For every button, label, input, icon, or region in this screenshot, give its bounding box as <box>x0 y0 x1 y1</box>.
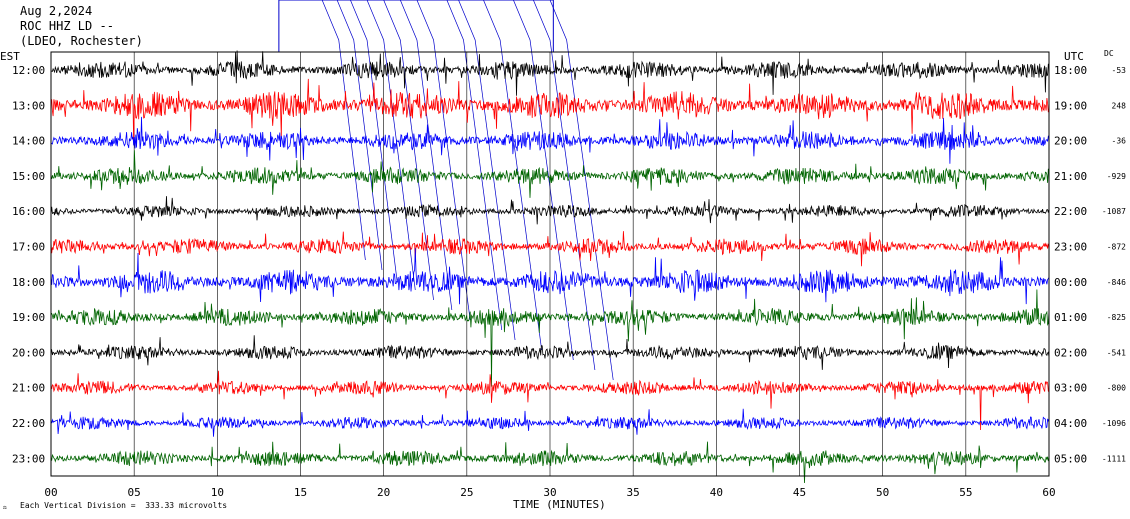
utc-label-23:00: 23:00 <box>1054 241 1087 254</box>
utc-label-18:00: 18:00 <box>1054 64 1087 77</box>
utc-label-19:00: 19:00 <box>1054 99 1087 112</box>
seismic-traces <box>50 50 1050 484</box>
event-line-1 <box>336 0 383 271</box>
dc-value-23:00: -1111 <box>1102 454 1126 463</box>
event-box <box>278 0 554 53</box>
dc-value-16:00: -1087 <box>1102 207 1126 216</box>
est-label-19:00: 19:00 <box>12 311 45 324</box>
trace-12:00 <box>50 50 1049 96</box>
event-line-12 <box>549 0 614 381</box>
est-label-23:00: 23:00 <box>12 452 45 465</box>
est-axis-label: EST <box>0 50 20 63</box>
event-line-6 <box>416 0 471 321</box>
dc-value-22:00: -1096 <box>1102 419 1126 428</box>
station-label: ROC HHZ LD -- <box>20 19 114 33</box>
utc-label-20:00: 20:00 <box>1054 135 1087 148</box>
dc-value-14:00: -36 <box>1112 137 1127 146</box>
trace-16:00 <box>50 196 1050 225</box>
est-label-13:00: 13:00 <box>12 99 45 112</box>
est-label-18:00: 18:00 <box>12 276 45 289</box>
network-label: (LDEO, Rochester) <box>20 34 143 48</box>
utc-label-02:00: 02:00 <box>1054 346 1087 359</box>
trace-14:00 <box>50 116 1050 164</box>
utc-label-21:00: 21:00 <box>1054 170 1087 183</box>
event-marker-lines <box>278 0 614 381</box>
x-tick-35: 35 <box>627 486 640 499</box>
x-tick-15: 15 <box>294 486 307 499</box>
est-label-15:00: 15:00 <box>12 170 45 183</box>
est-hour-labels: 12:00 13:00 14:00 15:00 16:00 17:00 18:00 19:00… <box>12 64 45 465</box>
x-tick-00: 00 <box>44 486 57 499</box>
date-label: Aug 2,2024 <box>20 4 93 18</box>
time-grid <box>50 52 1050 476</box>
utc-label-22:00: 22:00 <box>1054 205 1087 218</box>
x-tick-45: 45 <box>793 486 806 499</box>
dc-value-19:00: -825 <box>1107 313 1126 322</box>
trace-15:00 <box>51 150 1050 198</box>
trace-13:00 <box>50 78 1050 145</box>
x-tick-50: 50 <box>876 486 889 499</box>
dc-axis-label: DC <box>1104 49 1114 58</box>
event-line-2 <box>350 0 398 281</box>
dc-value-17:00: -872 <box>1107 243 1126 252</box>
event-line-5 <box>399 0 453 311</box>
dc-value-12:00: -53 <box>1112 66 1127 75</box>
utc-label-03:00: 03:00 <box>1054 382 1087 395</box>
x-tick-20: 20 <box>377 486 390 499</box>
scale-icon: ⚖ <box>3 504 7 511</box>
event-line-4 <box>383 0 434 301</box>
trace-21:00 <box>50 370 1050 431</box>
scale-footnote: Each Vertical Division = 333.33 microvol… <box>20 501 228 510</box>
est-label-17:00: 17:00 <box>12 241 45 254</box>
est-label-12:00: 12:00 <box>12 64 45 77</box>
trace-23:00 <box>50 441 1050 484</box>
event-line-10 <box>513 0 574 361</box>
utc-label-01:00: 01:00 <box>1054 311 1087 324</box>
dc-value-20:00: -541 <box>1107 348 1126 357</box>
est-label-21:00: 21:00 <box>12 382 45 395</box>
dc-value-13:00: 248 <box>1112 101 1127 110</box>
utc-axis-label: UTC <box>1064 50 1084 63</box>
est-label-14:00: 14:00 <box>12 135 45 148</box>
dc-offset-labels: -53 248 -36 -929 -1087 -872 -846 -825 -541 -800 -1… <box>1102 66 1126 463</box>
x-tick-25: 25 <box>460 486 473 499</box>
x-tick-60: 60 <box>1042 486 1055 499</box>
est-label-16:00: 16:00 <box>12 205 45 218</box>
x-tick-10: 10 <box>211 486 224 499</box>
x-tick-55: 55 <box>959 486 972 499</box>
event-line-7 <box>446 0 503 331</box>
utc-label-00:00: 00:00 <box>1054 276 1087 289</box>
trace-18:00 <box>50 248 1050 305</box>
plot-frame <box>50 51 1050 477</box>
x-axis-label: TIME (MINUTES) <box>513 498 606 511</box>
event-line-0 <box>321 0 366 261</box>
utc-hour-labels: 18:00 19:00 20:00 21:00 22:00 23:00 00:00 01:00… <box>1054 64 1087 465</box>
event-line-8 <box>458 0 516 341</box>
x-tick-labels: 00 05 10 15 20 25 30 35 40 45 50 55 60 <box>44 486 1055 499</box>
trace-20:00 <box>50 335 1050 370</box>
dc-value-18:00: -846 <box>1107 278 1126 287</box>
dc-value-15:00: -929 <box>1107 172 1126 181</box>
trace-19:00 <box>50 289 1050 387</box>
est-label-22:00: 22:00 <box>12 417 45 430</box>
utc-label-05:00: 05:00 <box>1054 452 1087 465</box>
trace-22:00 <box>50 408 1050 437</box>
trace-17:00 <box>50 231 1050 267</box>
utc-label-04:00: 04:00 <box>1054 417 1087 430</box>
est-label-20:00: 20:00 <box>12 346 45 359</box>
x-tick-30: 30 <box>543 486 556 499</box>
x-tick-05: 05 <box>128 486 141 499</box>
dc-value-21:00: -800 <box>1107 384 1126 393</box>
x-tick-40: 40 <box>710 486 723 499</box>
